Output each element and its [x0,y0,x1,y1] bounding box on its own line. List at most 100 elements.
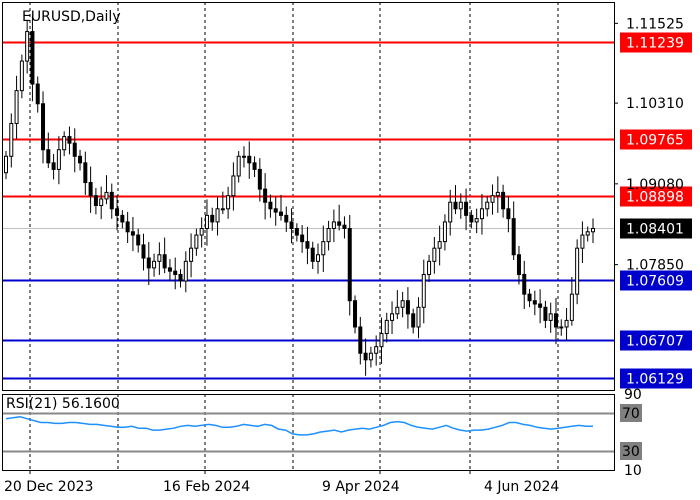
candle-body [204,214,209,229]
candle-body [30,31,35,85]
candle [268,194,273,218]
level-tag-box [620,270,692,291]
candle-body [226,195,231,210]
candle-body [400,300,405,308]
candle [432,236,437,274]
level-tag-box [620,32,692,53]
candle-body [374,346,379,354]
candle [51,154,56,180]
rsi-pane-frame [2,394,615,471]
candle-body [569,293,574,321]
level-tag-label: 1.06129 [626,372,684,388]
candle [300,225,305,253]
candle [553,297,558,345]
candle-body [210,214,215,223]
candle [538,289,543,324]
candle-body [353,300,358,328]
level-tag-label: 1.08898 [626,190,684,206]
candle-body [347,227,352,302]
candle [257,158,262,202]
price-tick-label: 1.09080 [626,177,684,193]
rsi-level-tag-label: 30 [622,444,640,460]
candle [14,75,19,140]
candle-body [411,313,416,328]
candle-body [316,254,321,262]
candle-body [9,122,14,157]
candle [442,214,447,251]
candle [199,217,204,248]
candle [453,185,458,215]
candle-body [25,31,30,62]
candle-body [278,211,283,216]
candle-body [543,306,548,321]
candle-body [405,300,410,315]
candle-body [35,83,40,105]
candle [120,210,125,229]
axis-labels: 1.11525 1.10310 1.09080 1.07850 90 70 30 10 20 D… [4,16,684,495]
candle [559,319,564,336]
candle-body [575,247,580,295]
level-tag: 1.09765 [620,129,692,150]
candle-body [553,313,558,328]
candle [479,194,484,235]
candle [220,191,225,215]
candle-body [363,352,368,361]
candle-body [194,234,199,249]
date-tick-label: 4 Jun 2024 [484,479,559,495]
candle [591,218,595,244]
candle-body [416,306,421,328]
candle-body [326,227,331,243]
candle-body [41,103,46,151]
candle-body [495,191,500,197]
level-tag: 1.06129 [620,368,692,389]
candle [358,316,363,365]
candle-body [215,208,220,223]
candle [543,300,548,329]
candle-body [125,221,130,233]
candle [321,225,326,272]
candle [569,276,574,326]
candle-body [474,218,479,223]
candle [99,186,104,220]
candle [273,196,278,226]
candle [448,189,453,236]
candle-body [141,244,146,259]
candle [115,195,120,231]
level-tag: 1.11239 [620,32,692,53]
level-tag-label: 1.11239 [626,36,684,52]
candle-body [490,195,495,203]
candle-body [390,313,395,321]
candle [405,287,410,329]
candle [136,228,141,253]
candle [458,193,463,219]
candle [495,176,500,213]
candle-body [130,231,135,236]
candle [527,288,532,308]
candle-body [331,221,336,229]
candle [485,195,490,217]
candle-body [358,326,363,354]
candle [189,233,194,278]
candle-body [591,227,595,233]
candle-body [51,162,56,170]
candle-body [178,273,183,282]
candle [532,290,537,316]
candle-body [152,260,157,269]
level-tag-label: 1.09765 [626,133,684,149]
candle [363,338,368,376]
candle [305,226,310,265]
level-tag-box [620,186,692,207]
candle-body [14,90,19,124]
candle-body [162,254,167,269]
candle-body [62,136,67,151]
candle-body [231,175,236,197]
candle-body [199,227,204,236]
candle [162,237,167,274]
candle [411,308,416,334]
candle [564,307,569,341]
candle-body [19,60,24,92]
candle [141,233,146,271]
candle-body [580,234,585,249]
candle [522,260,527,309]
candle [501,184,506,218]
